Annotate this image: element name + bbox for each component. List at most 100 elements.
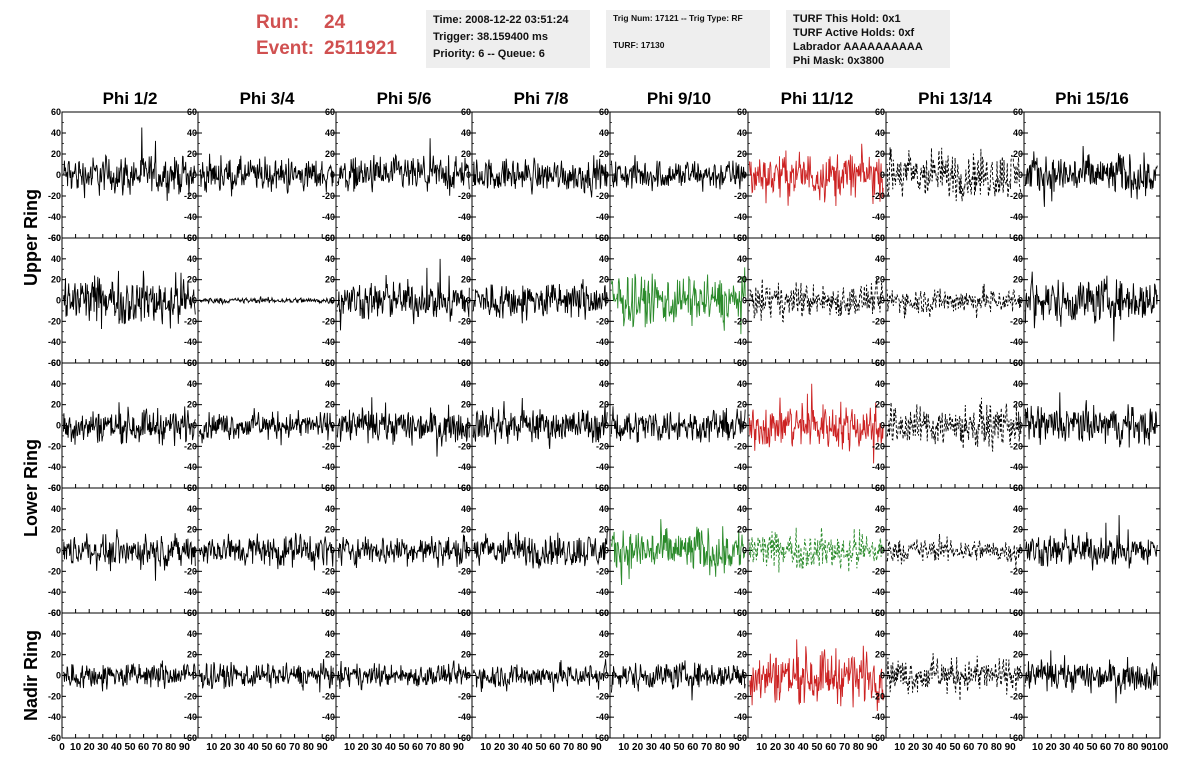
ring-label: Lower Ring bbox=[21, 439, 41, 537]
waveform-series bbox=[198, 408, 334, 446]
y-tick-label: 60 bbox=[875, 483, 885, 493]
y-tick-label: 0 bbox=[1018, 671, 1023, 681]
y-tick-label: -20 bbox=[322, 566, 335, 576]
y-tick-label: 20 bbox=[737, 525, 747, 535]
y-tick-label: 0 bbox=[742, 546, 747, 556]
column-header: Phi 11/12 bbox=[781, 89, 854, 108]
y-tick-label: 60 bbox=[737, 483, 747, 493]
y-tick-label: 0 bbox=[56, 421, 61, 431]
y-tick-label: -20 bbox=[322, 316, 335, 326]
y-tick-label: 20 bbox=[325, 650, 335, 660]
waveform-series bbox=[748, 143, 884, 207]
x-tick-label: 50 bbox=[261, 742, 273, 753]
trig-info-box: Trig Num: 17121 -- Trig Type: RF TURF: 1… bbox=[606, 10, 770, 68]
y-tick-label: -40 bbox=[322, 337, 335, 347]
y-tick-label: -20 bbox=[596, 191, 609, 201]
y-tick-label: -20 bbox=[48, 191, 61, 201]
waveform-series bbox=[336, 258, 470, 331]
y-tick-label: 20 bbox=[461, 650, 471, 660]
y-tick-label: 0 bbox=[880, 421, 885, 431]
y-tick-label: 20 bbox=[51, 400, 61, 410]
y-tick-label: 0 bbox=[466, 296, 471, 306]
y-tick-label: 20 bbox=[325, 275, 335, 285]
y-tick-label: 0 bbox=[604, 671, 609, 681]
x-tick-label: 80 bbox=[991, 742, 1003, 753]
waveform-series bbox=[748, 383, 884, 464]
y-tick-label: 0 bbox=[330, 296, 335, 306]
y-tick-label: 60 bbox=[51, 107, 61, 117]
y-tick-label: 40 bbox=[875, 128, 885, 138]
y-tick-label: 60 bbox=[461, 358, 471, 368]
x-tick-label: 30 bbox=[97, 742, 109, 753]
y-tick-label: 20 bbox=[875, 149, 885, 159]
y-tick-label: -20 bbox=[1010, 691, 1023, 701]
x-tick-label: 20 bbox=[494, 742, 506, 753]
y-tick-label: 40 bbox=[875, 254, 885, 264]
x-tick-label: 80 bbox=[853, 742, 865, 753]
y-tick-label: -40 bbox=[872, 337, 885, 347]
y-tick-label: 40 bbox=[51, 504, 61, 514]
x-tick-label: 20 bbox=[220, 742, 232, 753]
y-tick-label: -40 bbox=[596, 587, 609, 597]
y-tick-label: 40 bbox=[599, 504, 609, 514]
y-tick-label: 20 bbox=[187, 525, 197, 535]
trigger-text: Trigger: 38.159400 ms bbox=[433, 31, 548, 43]
column-header: Phi 13/14 bbox=[918, 89, 992, 108]
turf-active-holds-text: TURF Active Holds: 0xf bbox=[793, 27, 915, 39]
y-tick-label: 0 bbox=[466, 546, 471, 556]
y-tick-label: -40 bbox=[734, 337, 747, 347]
x-tick-label: 70 bbox=[1114, 742, 1126, 753]
y-tick-label: 0 bbox=[192, 421, 197, 431]
waveform-series bbox=[610, 155, 746, 192]
x-tick-label: 80 bbox=[1127, 742, 1139, 753]
y-tick-label: 60 bbox=[875, 608, 885, 618]
x-tick-label: 80 bbox=[715, 742, 727, 753]
x-tick-label: 70 bbox=[563, 742, 575, 753]
waveform-series bbox=[1024, 271, 1158, 342]
y-tick-label: -40 bbox=[1010, 587, 1023, 597]
x-tick-label: 30 bbox=[646, 742, 658, 753]
x-tick-label: 50 bbox=[673, 742, 685, 753]
y-tick-label: 60 bbox=[187, 608, 197, 618]
y-tick-label: -40 bbox=[1010, 212, 1023, 222]
waveform-series bbox=[199, 296, 334, 306]
y-tick-label: 40 bbox=[1013, 128, 1023, 138]
y-tick-label: 40 bbox=[461, 128, 471, 138]
y-tick-label: -40 bbox=[458, 212, 471, 222]
y-tick-label: 0 bbox=[56, 170, 61, 180]
waveform-series bbox=[1024, 392, 1158, 448]
event-label: Event: bbox=[256, 38, 315, 59]
y-tick-label: 20 bbox=[737, 400, 747, 410]
x-tick-label: 20 bbox=[632, 742, 644, 753]
waveform-series bbox=[1024, 145, 1158, 207]
y-tick-label: 20 bbox=[599, 650, 609, 660]
y-tick-label: -60 bbox=[48, 233, 61, 243]
y-tick-label: 20 bbox=[1013, 400, 1023, 410]
y-tick-label: 40 bbox=[325, 379, 335, 389]
x-tick-label: 70 bbox=[426, 742, 438, 753]
y-tick-label: 0 bbox=[192, 296, 197, 306]
y-tick-label: -40 bbox=[322, 462, 335, 472]
x-tick-label: 10 bbox=[894, 742, 906, 753]
waveform-series bbox=[62, 660, 196, 692]
panel-frame bbox=[471, 487, 611, 614]
y-tick-label: 40 bbox=[51, 379, 61, 389]
waveform-series bbox=[472, 155, 608, 198]
y-tick-label: 60 bbox=[461, 608, 471, 618]
y-tick-label: 40 bbox=[875, 629, 885, 639]
waveform-series bbox=[886, 147, 1022, 202]
y-tick-label: 60 bbox=[187, 483, 197, 493]
y-tick-label: -20 bbox=[734, 566, 747, 576]
waveform-series bbox=[472, 397, 608, 449]
x-tick-label: 50 bbox=[398, 742, 410, 753]
y-tick-label: -60 bbox=[184, 733, 197, 743]
y-tick-label: -20 bbox=[872, 191, 885, 201]
y-tick-label: 20 bbox=[461, 400, 471, 410]
y-tick-label: 60 bbox=[325, 483, 335, 493]
y-tick-label: 0 bbox=[56, 671, 61, 681]
waveform-series bbox=[62, 270, 196, 330]
labrador-text: Labrador AAAAAAAAAA bbox=[793, 41, 923, 53]
waveform-series bbox=[199, 153, 334, 197]
y-tick-label: 20 bbox=[875, 650, 885, 660]
